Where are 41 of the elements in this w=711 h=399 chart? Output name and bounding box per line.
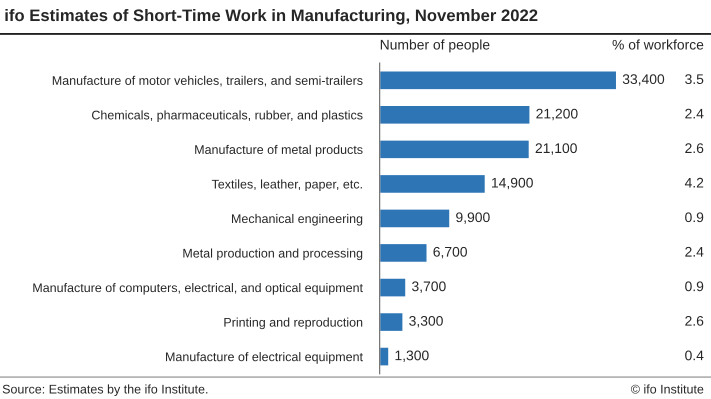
data-label: 3,300 [409,316,443,328]
chart-title: ifo Estimates of Short-Time Work in Manufacturing, November 2022 [5,8,538,25]
text: 2.4 [685,246,704,257]
text: 2.4 [685,108,704,118]
data-label: 21,200 [536,108,578,120]
data-label: 21,100 [536,143,577,155]
bar [380,70,618,90]
data-label: 6,700 [433,246,467,258]
bar [380,242,428,264]
data-label: 33,400 [622,74,664,86]
text: % of workforce [612,39,704,50]
y-tick-label: Manufacture of electrical equipment [166,352,363,364]
y-tick-label: Mechanical engineering [232,214,362,226]
text: 0.4 [685,350,704,360]
y-tick-label: Printing and reproduction [224,318,362,330]
text: 2.6 [685,316,704,326]
data-label: 14,900 [492,178,533,190]
y-tick-label: Manufacture of computers, electrical, and optical equipment [33,282,363,295]
y-tick-label: Metal production and processing [183,248,362,260]
bar [380,312,404,332]
bar [380,139,530,160]
bar [380,174,486,194]
text: © ifo Institute [630,384,704,394]
bar [380,277,407,298]
y-tick-label: Textiles, leather, paper, etc. [212,179,362,192]
bar [380,346,390,367]
text: 3.5 [685,74,704,84]
source-note: Source: Estimates by the ifo Institute. [2,384,208,396]
bar [380,208,451,229]
y-tick-label: Manufacture of metal products [195,144,363,157]
y-tick-label: Chemicals, pharmaceuticals, rubber, and plastics [92,110,363,122]
text: 0.9 [685,212,704,222]
data-label: 1,300 [396,350,429,362]
data-label: 3,700 [412,281,446,293]
text: 0.9 [685,281,704,292]
data-label: 9,900 [456,212,490,224]
text: Number of people [380,39,490,52]
text: 4.2 [684,178,704,188]
text: 2.6 [685,143,704,154]
bar [380,104,531,126]
y-tick-label: Manufacture of motor vehicles, trailers, and semi-trailers [52,76,363,86]
